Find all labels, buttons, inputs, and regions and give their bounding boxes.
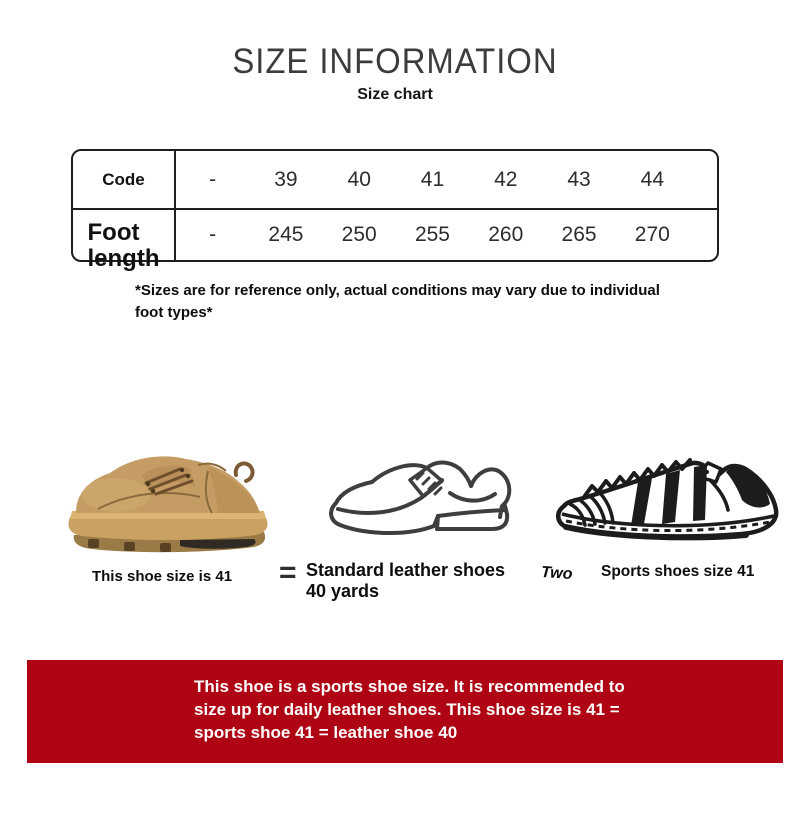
table-cell: 260	[488, 223, 524, 246]
sneaker-outline-icon	[556, 458, 779, 541]
leather-shoe-outline-icon	[329, 460, 512, 535]
note-line: foot types*	[135, 303, 213, 321]
table-cell: 245	[268, 223, 304, 246]
table-cell: -	[209, 167, 217, 191]
table-cell: 265	[561, 223, 597, 246]
code-cells: - 39 40 41 42 43 44	[176, 151, 717, 208]
size-notice-banner: This shoe is a sports shoe size. It is r…	[27, 660, 783, 763]
leather-shoe-caption: Standard leather shoes 40 yards	[306, 560, 526, 602]
photo-shoe-caption: This shoe size is 41	[91, 568, 233, 585]
sports-shoe-caption: Sports shoes size 41	[601, 563, 755, 580]
row-header-code: Code	[73, 151, 176, 208]
size-disclaimer-note: *Sizes are for reference only, actual co…	[135, 280, 695, 324]
two-label: Two	[540, 563, 573, 584]
table-cell: 250	[341, 223, 377, 246]
table-cell: 270	[634, 223, 670, 246]
banner-text: This shoe is a sports shoe size. It is r…	[27, 660, 783, 744]
table-cell: 41	[420, 167, 445, 191]
table-cell: 40	[347, 167, 371, 191]
table-cell: 44	[640, 167, 664, 191]
banner-line: This shoe is a sports shoe size. It is r…	[194, 677, 625, 696]
foot-length-cells: - 245 250 255 260 265 270	[176, 210, 717, 260]
leather-caption-line1: Standard leather shoes	[306, 560, 506, 580]
size-table: Code - 39 40 41 42 43 44 Foot length - 2…	[71, 149, 719, 272]
equals-sign: =	[279, 556, 296, 589]
table-cell: 43	[567, 167, 591, 191]
leather-caption-line2: 40 yards	[306, 581, 380, 602]
size-chart-subtitle: Size chart	[357, 86, 433, 103]
table-cell: 42	[494, 167, 518, 191]
page-title-wrap: SIZE INFORMATION	[0, 42, 790, 82]
table-cell: -	[209, 223, 217, 246]
note-line: *Sizes are for reference only, actual co…	[135, 282, 660, 299]
banner-line: size up for daily leather shoes. This sh…	[194, 700, 620, 720]
banner-line: sports shoe 41 = leather shoe 40	[194, 723, 458, 743]
table-row-code: Code - 39 40 41 42 43 44	[73, 151, 717, 208]
table-row-foot-length: Foot length - 245 250 255 260 265 270	[73, 208, 717, 272]
table-cell: 255	[414, 223, 450, 246]
table-cell: 39	[274, 167, 298, 191]
row-header-foot-length: Foot length	[73, 210, 176, 272]
page-title: SIZE INFORMATION	[232, 42, 558, 81]
tan-leather-shoe-image	[68, 456, 268, 553]
